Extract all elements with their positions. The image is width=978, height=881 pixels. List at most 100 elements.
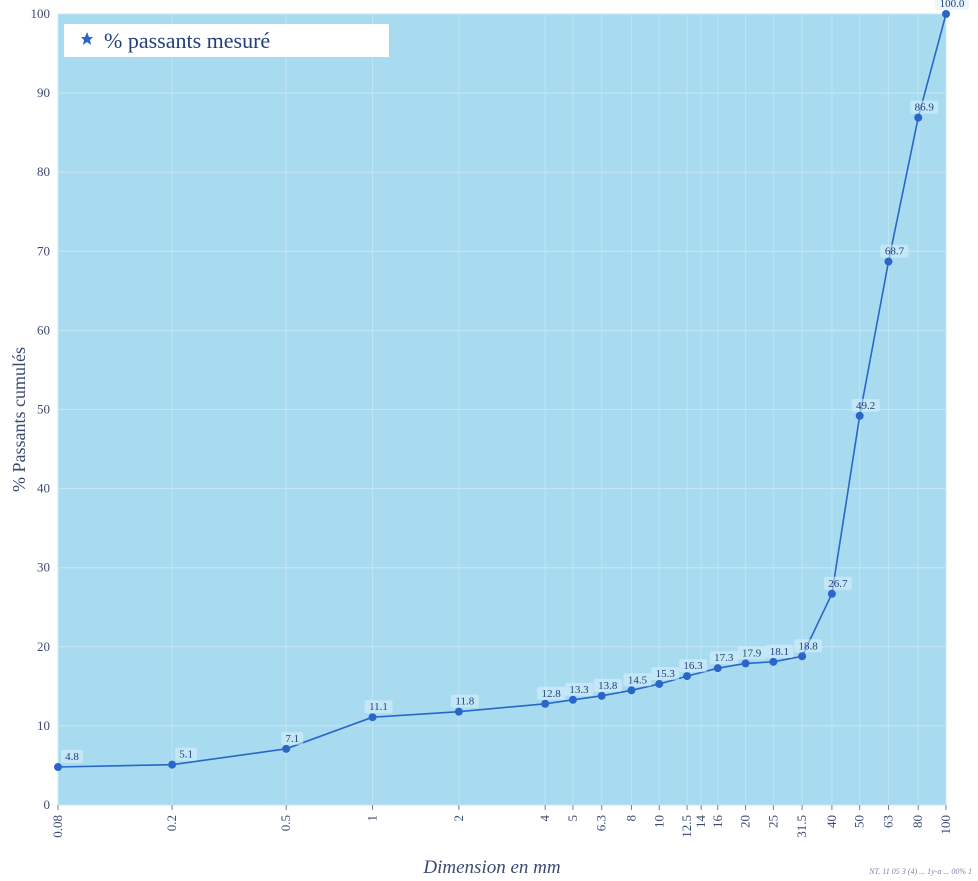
x-tick-label: 80 [910, 815, 925, 828]
data-point [627, 686, 636, 695]
x-tick-label: 1 [365, 815, 380, 822]
data-labels-layer: 4.8 5.1 7.1 11.1 11.8 12.8 13.3 13.8 14.5 15.3 16.… [61, 0, 969, 764]
data-point [914, 113, 923, 122]
data-label-box [910, 100, 939, 114]
x-tick-label: 6.3 [594, 815, 609, 831]
data-label: 18.1 [770, 646, 789, 658]
x-tick-label: 4 [537, 815, 552, 822]
data-label-box [880, 244, 909, 258]
data-label-box [537, 686, 566, 700]
data-label-box [593, 678, 622, 692]
legend: % passants mesuré [64, 24, 389, 57]
data-label-box [851, 398, 880, 412]
y-tick-label: 100 [31, 6, 51, 21]
legend-entry: % passants mesuré [104, 28, 270, 53]
footnote: NT. 11 05 3 (4) ... 1y-a ... 00% 1 [868, 867, 972, 876]
x-tick-label: 25 [765, 815, 780, 828]
x-tick-label: 10 [651, 815, 666, 828]
data-label: 5.1 [179, 749, 193, 761]
data-label: 86.9 [915, 102, 935, 114]
x-tick-label: 0.2 [164, 815, 179, 831]
data-point [683, 672, 692, 681]
series-line [57, 13, 947, 768]
y-axis: 0 10 20 30 40 50 60 70 80 90 100 [31, 6, 51, 812]
gridlines [57, 13, 947, 806]
x-tick-label: 31.5 [794, 815, 809, 838]
data-label: 26.7 [828, 578, 848, 590]
data-point [368, 713, 377, 722]
x-tick-label: 12.5 [679, 815, 694, 838]
data-point [942, 10, 950, 18]
data-label-box [935, 0, 969, 10]
legend-box [64, 24, 389, 57]
x-tick-label: 0.5 [278, 815, 293, 831]
data-label-box [651, 666, 680, 680]
data-label: 100.0 [940, 0, 965, 10]
data-point [541, 699, 550, 708]
data-label: 49.2 [856, 400, 875, 412]
data-point [54, 763, 62, 772]
data-label: 15.3 [656, 668, 676, 680]
data-label-box [281, 731, 304, 745]
x-tick-label: 63 [880, 815, 895, 828]
data-point [827, 589, 836, 598]
data-label: 17.3 [714, 652, 734, 664]
data-label-box [737, 646, 766, 660]
y-tick-label: 90 [37, 85, 50, 100]
data-label-box [564, 682, 593, 696]
data-label-box [765, 644, 794, 658]
x-tick-label: 50 [852, 815, 867, 828]
data-label-box [450, 694, 479, 708]
data-point [282, 744, 291, 753]
y-tick-label: 0 [44, 797, 51, 812]
x-tick-label: 20 [738, 815, 753, 828]
y-tick-label: 40 [37, 481, 50, 496]
data-label: 17.9 [742, 647, 762, 659]
data-point [568, 695, 577, 704]
series-layer [54, 10, 950, 772]
data-point [655, 679, 664, 688]
data-point [855, 411, 864, 420]
x-axis-title: Dimension en mm [422, 857, 560, 878]
data-label: 14.5 [628, 674, 648, 686]
data-label: 7.1 [285, 733, 299, 745]
data-label: 13.8 [598, 680, 618, 692]
y-tick-label: 10 [37, 718, 50, 733]
data-label: 4.8 [65, 751, 79, 763]
data-label: 18.8 [799, 640, 819, 652]
data-point [798, 652, 807, 661]
y-tick-label: 20 [37, 639, 50, 654]
x-tick-label: 16 [710, 815, 725, 829]
data-point [597, 691, 606, 700]
y-tick-label: 70 [37, 243, 50, 258]
x-tick-label: 2 [451, 815, 466, 822]
x-tick-label: 14 [693, 815, 708, 829]
data-label-box [623, 673, 652, 687]
data-label-box [175, 747, 198, 761]
data-point [769, 657, 778, 666]
data-label-box [823, 576, 852, 590]
x-axis: 0.08 0.2 0.5 1 2 4 5 6.3 8 10 12.5 14 16 20 25 31.5 40 50… [50, 805, 953, 838]
data-label: 16.3 [683, 660, 703, 672]
y-tick-label: 60 [37, 322, 50, 337]
legend-marker-star-icon [81, 32, 93, 45]
x-tick-label: 40 [824, 815, 839, 828]
data-point [884, 257, 893, 266]
y-tick-label: 50 [37, 402, 50, 417]
data-label: 13.3 [569, 684, 589, 696]
data-label: 11.1 [369, 701, 388, 713]
data-point [741, 659, 750, 668]
data-label-box [679, 659, 708, 673]
data-label: 12.8 [542, 688, 562, 700]
y-tick-label: 80 [37, 164, 50, 179]
data-label-box [364, 700, 393, 714]
x-tick-label: 8 [623, 815, 638, 822]
data-label: 11.8 [455, 696, 474, 708]
data-label-box [709, 651, 738, 665]
data-point [713, 664, 722, 673]
data-point [454, 707, 463, 716]
y-tick-label: 30 [37, 560, 50, 575]
data-label-box [61, 750, 83, 764]
